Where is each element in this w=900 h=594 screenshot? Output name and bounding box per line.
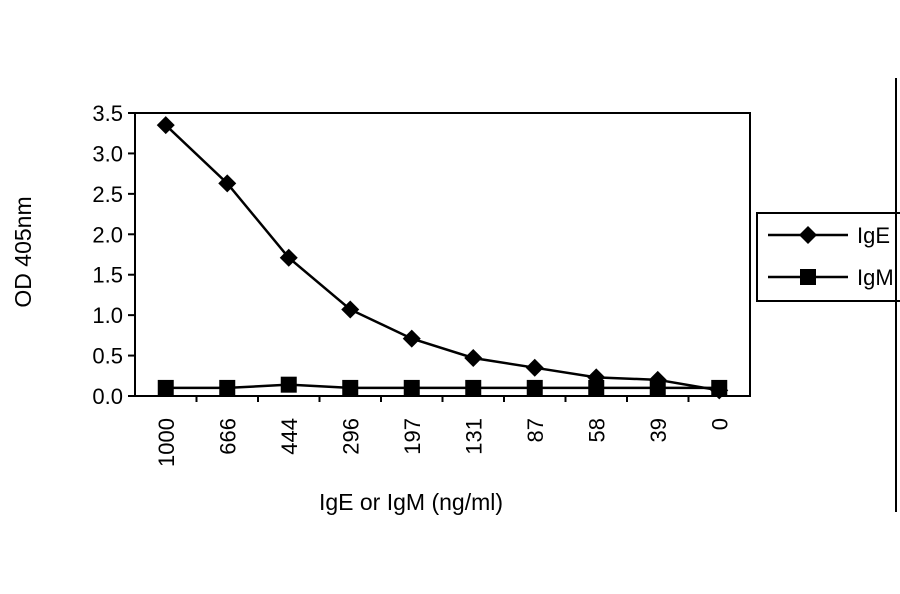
legend-label-ige: IgE [857, 223, 890, 248]
x-tick-label: 444 [277, 418, 302, 455]
data-point-ige [402, 329, 421, 348]
y-axis-title: OD 405nm [10, 196, 36, 307]
data-point-ige [341, 300, 360, 319]
x-tick-label: 197 [400, 418, 425, 455]
y-tick-label: 3.5 [92, 101, 123, 126]
legend-box [756, 212, 900, 302]
y-axis-ticks: 0.0 0.5 1.0 1.5 2.0 2.5 3.0 3.5 [92, 101, 135, 409]
data-point-igm [219, 379, 236, 396]
x-tick-label: 58 [584, 418, 609, 442]
data-point-igm [403, 379, 420, 396]
data-point-ige [279, 248, 298, 267]
x-axis-title: IgE or IgM (ng/ml) [319, 489, 503, 515]
legend-items: IgE IgM [768, 223, 894, 290]
x-tick-label: 39 [646, 418, 671, 442]
data-point-ige [525, 358, 544, 377]
y-tick-label: 1.0 [92, 303, 123, 328]
x-tick-label: 1000 [154, 418, 179, 467]
series-layer [156, 116, 729, 400]
legend-label-igm: IgM [857, 265, 894, 290]
y-tick-label: 0.5 [92, 344, 123, 369]
data-point-igm [342, 379, 359, 396]
x-tick-label: 666 [215, 418, 240, 455]
plot-area-frame [134, 112, 751, 397]
x-axis-ticks: 1000 666 444 296 197 131 87 58 39 0 [154, 396, 732, 467]
data-point-ige [464, 348, 483, 367]
data-point-igm [280, 376, 297, 393]
data-point-igm [157, 379, 174, 396]
data-point-ige [710, 381, 729, 400]
data-point-ige [587, 368, 606, 387]
x-tick-label: 87 [523, 418, 548, 442]
legend: IgE IgM [756, 212, 900, 302]
data-point-igm [526, 379, 543, 396]
series-line-ige [164, 124, 720, 392]
x-tick-label: 131 [461, 418, 486, 455]
y-tick-label: 2.5 [92, 182, 123, 207]
data-point-igm [465, 379, 482, 396]
y-tick-label: 0.0 [92, 384, 123, 409]
data-point-ige [648, 370, 667, 389]
data-point-igm [588, 379, 605, 396]
legend-marker-igm [800, 269, 816, 285]
series-line-igm [165, 383, 720, 390]
y-tick-label: 3.0 [92, 141, 123, 166]
x-tick-label: 0 [707, 418, 732, 430]
y-tick-label: 1.5 [92, 263, 123, 288]
legend-marker-ige [799, 226, 817, 244]
data-point-ige [218, 174, 237, 193]
y-tick-label: 2.0 [92, 222, 123, 247]
x-tick-label: 296 [338, 418, 363, 455]
data-point-ige [156, 116, 175, 135]
